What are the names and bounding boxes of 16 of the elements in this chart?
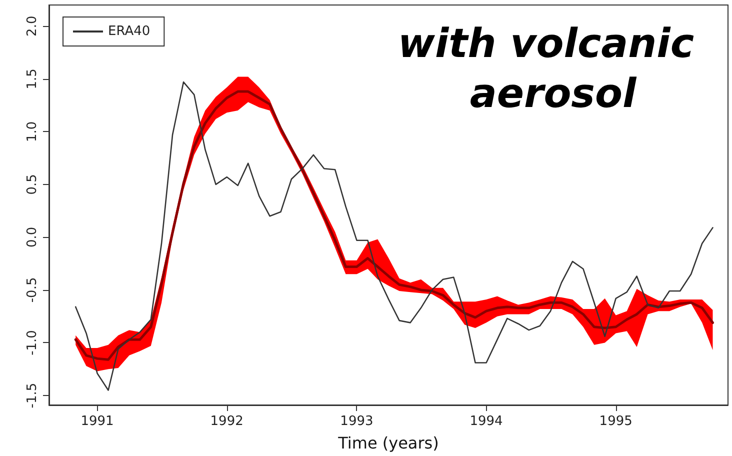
text: with volcanic aerosol xyxy=(398,21,708,117)
legend-label: ERA40 xyxy=(108,24,150,39)
x-tick-label: 1995 xyxy=(599,414,632,429)
x-axis-title: Time (years) xyxy=(337,434,439,452)
y-tick-label: 1.0 xyxy=(25,121,40,142)
x-tick-label: 1994 xyxy=(470,414,503,429)
x-tick-label: 1991 xyxy=(80,414,114,429)
y-tick-label: 1.5 xyxy=(25,68,40,90)
y-tick-label: -1.5 xyxy=(25,382,40,408)
y-tick-label: -0.5 xyxy=(25,277,40,303)
y-tick-label: 0.0 xyxy=(25,226,40,248)
x-tick-label: 1992 xyxy=(210,414,244,429)
y-tick-label: -1.0 xyxy=(25,330,40,356)
y-tick-label: 0.5 xyxy=(25,174,40,195)
y-tick-label: 2.0 xyxy=(25,16,40,36)
x-tick-label: 1993 xyxy=(340,414,374,429)
